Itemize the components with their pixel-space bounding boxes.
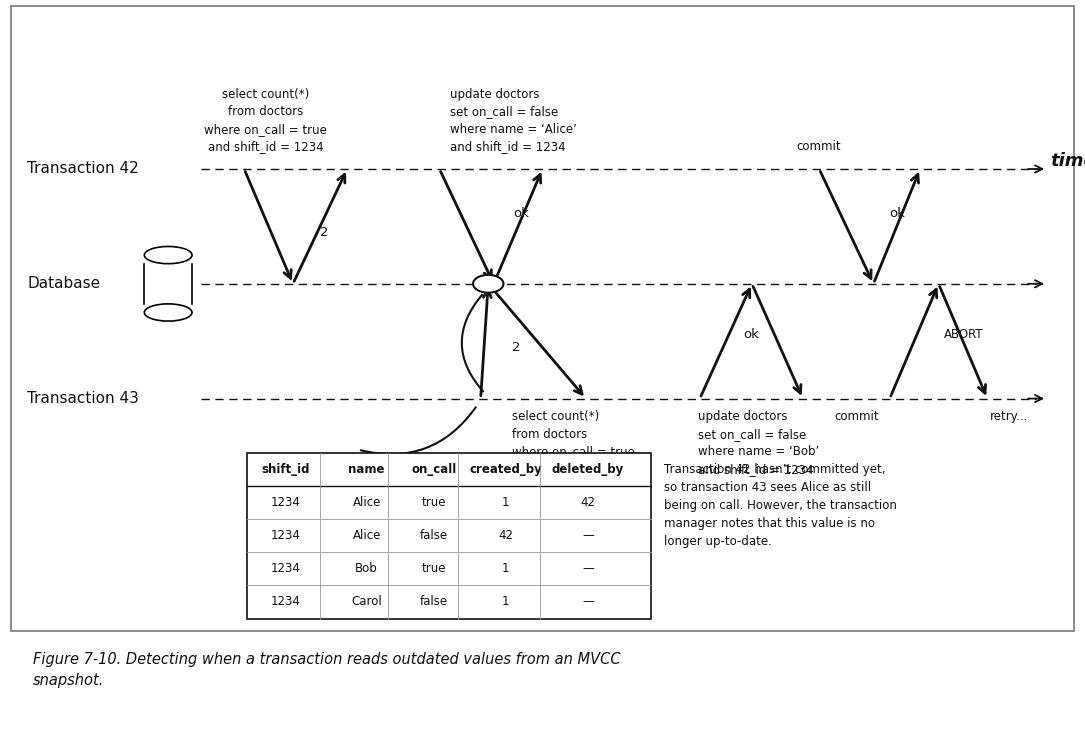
FancyArrowPatch shape	[360, 408, 476, 454]
Ellipse shape	[144, 304, 192, 321]
Text: true: true	[422, 496, 446, 509]
Text: 2: 2	[512, 341, 521, 354]
Text: —: —	[583, 529, 593, 542]
Text: 42: 42	[498, 529, 513, 542]
Text: time: time	[1050, 152, 1085, 170]
Text: deleted_by: deleted_by	[552, 463, 624, 476]
Text: true: true	[422, 562, 446, 575]
Bar	[247, 453, 651, 619]
Text: shift_id: shift_id	[261, 463, 309, 476]
Text: 1234: 1234	[270, 595, 301, 608]
Text: 1: 1	[502, 496, 509, 509]
Text: 1234: 1234	[270, 562, 301, 575]
Text: select count(*)
from doctors
where on_call = true
and shift_id = 1234: select count(*) from doctors where on_ca…	[204, 87, 328, 153]
Text: update doctors
set on_call = false
where name = ‘Bob’
and shift_id = 1234: update doctors set on_call = false where…	[698, 410, 819, 476]
Bar	[144, 255, 192, 312]
Text: name: name	[348, 463, 385, 476]
Text: retry...: retry...	[990, 410, 1029, 423]
Text: 2: 2	[320, 226, 329, 239]
Text: ABORT: ABORT	[944, 328, 984, 342]
Text: 1234: 1234	[270, 529, 301, 542]
Text: —: —	[583, 562, 593, 575]
Text: 1234: 1234	[270, 496, 301, 509]
FancyArrowPatch shape	[462, 295, 483, 391]
Text: Alice: Alice	[353, 529, 381, 542]
Text: 42: 42	[580, 496, 596, 509]
Text: ok: ok	[743, 328, 759, 342]
Text: on_call: on_call	[411, 463, 457, 476]
Circle shape	[473, 275, 503, 292]
Text: ok: ok	[513, 207, 529, 220]
Text: 1: 1	[502, 595, 509, 608]
Text: Transaction 42 hasn’t committed yet,
so transaction 43 sees Alice as still
being: Transaction 42 hasn’t committed yet, so …	[664, 463, 897, 548]
Text: created_by: created_by	[469, 463, 542, 476]
Text: false: false	[420, 595, 448, 608]
Text: Database: Database	[27, 276, 100, 291]
Text: Transaction 42: Transaction 42	[27, 161, 139, 177]
Text: select count(*)
from doctors
where on_call = true
and shift_id = 1234: select count(*) from doctors where on_ca…	[512, 410, 635, 476]
Text: 1: 1	[502, 562, 509, 575]
Text: Figure 7-10. Detecting when a transaction reads outdated values from an MVCC
sna: Figure 7-10. Detecting when a transactio…	[33, 652, 621, 688]
Text: commit: commit	[796, 140, 842, 153]
Text: —: —	[583, 595, 593, 608]
Text: update doctors
set on_call = false
where name = ‘Alice’
and shift_id = 1234: update doctors set on_call = false where…	[450, 87, 577, 153]
Text: Bob: Bob	[356, 562, 378, 575]
Text: Transaction 43: Transaction 43	[27, 391, 139, 406]
Text: ok: ok	[890, 207, 906, 220]
Text: false: false	[420, 529, 448, 542]
Text: Carol: Carol	[352, 595, 382, 608]
Ellipse shape	[144, 246, 192, 264]
Text: Alice: Alice	[353, 496, 381, 509]
Text: commit: commit	[834, 410, 880, 423]
